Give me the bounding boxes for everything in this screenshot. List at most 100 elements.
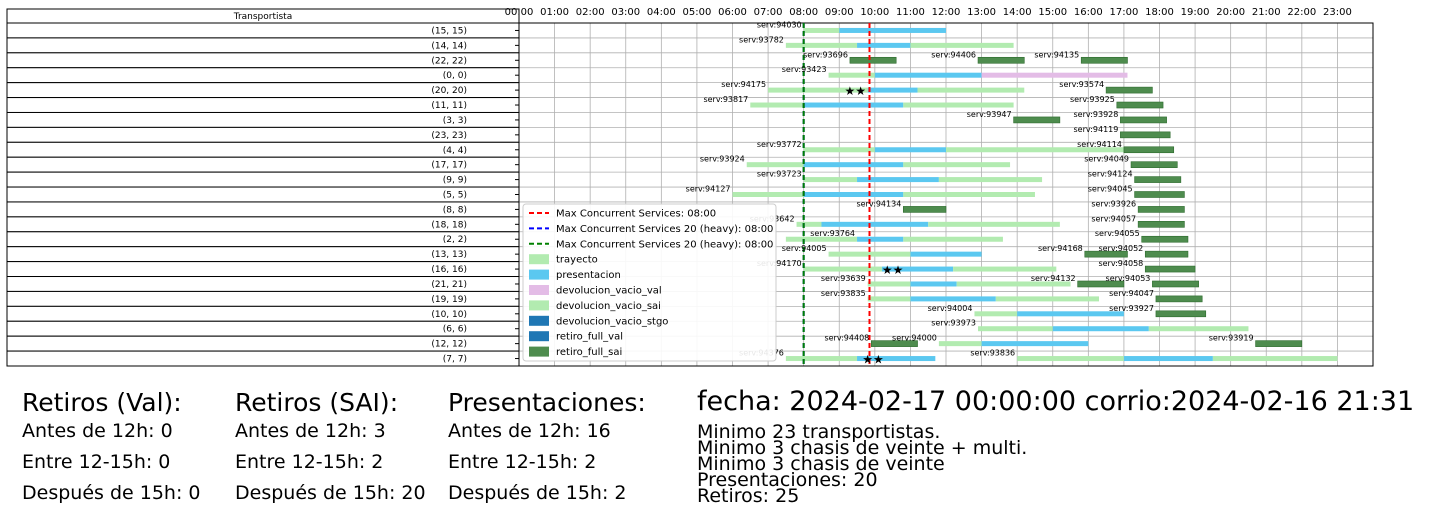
run-info-line: Retiros: 25	[697, 485, 800, 507]
bar-retiro_full_sai	[1155, 310, 1207, 318]
legend-patch-swatch	[529, 315, 549, 326]
bar-retiro_full_sai	[1116, 101, 1164, 109]
x-tick-label: 00:00	[505, 7, 534, 18]
stats-presentaciones-title: Presentaciones:	[448, 388, 646, 417]
service-label: serv:94134	[856, 199, 901, 208]
bar-presentacion	[881, 266, 954, 272]
bar-presentacion	[803, 162, 904, 168]
x-tick-label: 04:00	[647, 7, 676, 18]
stats-retiros-sai-title: Retiros (SAI):	[235, 388, 399, 417]
bar-devolucion_vacio_sai	[903, 162, 1011, 168]
service-label: serv:94124	[1088, 170, 1133, 179]
bar-retiro_full_sai	[902, 206, 947, 213]
bar-retiro_full_sai	[870, 340, 918, 347]
service-label: serv:93817	[703, 95, 748, 104]
bar-retiro_full_sai	[1080, 56, 1128, 64]
service-label: serv:94052	[1098, 244, 1143, 253]
bar-trayecto	[828, 72, 875, 78]
service-label: serv:93919	[1209, 334, 1254, 343]
x-tick-label: 22:00	[1287, 7, 1316, 18]
x-tick-label: 16:00	[1074, 7, 1103, 18]
service-label: serv:93926	[1091, 199, 1136, 208]
run-info-title: fecha: 2024-02-17 00:00:00 corrio:2024-0…	[697, 386, 1415, 417]
bar-presentacion	[910, 296, 996, 302]
table-header: Transportista	[233, 12, 292, 22]
bar-trayecto	[974, 311, 1018, 317]
legend-label: devolucion_vacio_sai	[556, 301, 661, 312]
bar-trayecto	[803, 27, 840, 33]
row-label: (0, 0)	[443, 71, 467, 81]
star-marker: ★★	[882, 263, 904, 277]
bar-trayecto	[785, 42, 858, 48]
service-label: serv:93927	[1109, 304, 1154, 313]
stats-retiros-val-line: Después de 15h: 0	[22, 482, 201, 504]
row-label: (9, 9)	[443, 176, 467, 186]
service-label: serv:93973	[931, 319, 976, 328]
service-label: serv:94406	[931, 50, 976, 59]
service-label: serv:93924	[700, 155, 745, 164]
row-label: (7, 7)	[443, 355, 467, 365]
service-label: serv:93723	[757, 170, 802, 179]
row-label: (2, 2)	[443, 235, 467, 245]
service-label: serv:93925	[1070, 95, 1115, 104]
x-tick-label: 11:00	[896, 7, 925, 18]
bar-presentacion	[803, 192, 904, 197]
x-tick-label: 23:00	[1323, 7, 1352, 18]
bar-trayecto	[828, 251, 911, 257]
bar-devolucion_vacio_sai	[1148, 326, 1249, 332]
row-label: (5, 5)	[443, 191, 467, 201]
legend-label: Max Concurrent Services: 08:00	[556, 209, 716, 220]
row-label: (18, 18)	[431, 220, 467, 230]
bar-trayecto	[746, 162, 804, 168]
x-tick-label: 21:00	[1252, 7, 1281, 18]
row-label: (8, 8)	[443, 205, 467, 215]
bar-presentacion	[981, 341, 1089, 347]
bar-retiro_full_sai	[1152, 280, 1199, 288]
bar-trayecto	[803, 177, 858, 183]
bar-retiro_full_sai	[1155, 295, 1203, 303]
bar-trayecto	[938, 341, 982, 347]
x-tick-label: 20:00	[1216, 7, 1245, 18]
x-tick-label: 14:00	[1003, 7, 1032, 18]
service-label: serv:93947	[967, 110, 1012, 119]
service-label: serv:94049	[1084, 155, 1129, 164]
x-tick-label: 13:00	[967, 7, 996, 18]
row-label: (14, 14)	[431, 41, 467, 51]
stats-presentaciones-line: Después de 15h: 2	[448, 482, 627, 504]
service-label: serv:94055	[1095, 229, 1140, 238]
bar-presentacion	[867, 87, 918, 93]
bar-presentacion	[910, 281, 957, 287]
x-tick-label: 07:00	[754, 7, 783, 18]
row-label: (23, 23)	[431, 131, 467, 141]
legend-patch-swatch	[529, 254, 549, 265]
stats-retiros-sai-line: Después de 15h: 20	[235, 482, 426, 504]
service-label: serv:94000	[892, 334, 937, 343]
row-label: (16, 16)	[431, 265, 467, 275]
bar-presentacion	[1123, 356, 1213, 362]
x-tick-label: 18:00	[1145, 7, 1174, 18]
bar-retiro_full_sai	[1077, 280, 1125, 288]
service-label: serv:93764	[810, 229, 855, 238]
x-tick-label: 19:00	[1181, 7, 1210, 18]
legend-label: Max Concurrent Services 20 (heavy): 08:0…	[556, 224, 773, 235]
service-label: serv:94127	[686, 185, 731, 194]
bar-devolucion_vacio_val	[981, 72, 1128, 78]
service-label: serv:93835	[821, 289, 866, 298]
bar-presentacion	[821, 221, 929, 227]
stats-retiros-sai-line: Antes de 12h: 3	[235, 420, 386, 442]
star-marker: ★★	[845, 84, 867, 98]
x-tick-label: 09:00	[825, 7, 854, 18]
x-tick-label: 08:00	[789, 7, 818, 18]
legend-patch-swatch	[529, 300, 549, 311]
row-label: (13, 13)	[431, 250, 467, 260]
legend-patch-swatch	[529, 285, 549, 295]
service-label: serv:93696	[803, 50, 848, 59]
bar-trayecto	[867, 296, 911, 302]
bar-presentacion	[839, 27, 946, 33]
bar-devolucion_vacio_sai	[1212, 356, 1338, 362]
legend-box	[522, 203, 777, 362]
x-tick-label: 02:00	[576, 7, 605, 18]
service-label: serv:94053	[1106, 274, 1151, 283]
service-label: serv:94132	[1031, 274, 1076, 283]
bar-trayecto	[803, 147, 875, 153]
